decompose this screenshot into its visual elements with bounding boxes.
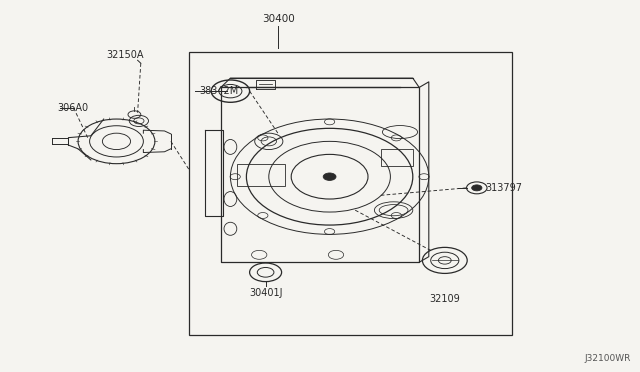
Text: 32109: 32109 xyxy=(429,294,460,304)
Text: 38342M: 38342M xyxy=(200,86,239,96)
Bar xyxy=(189,52,512,335)
Text: 313797: 313797 xyxy=(485,183,522,193)
Bar xyxy=(237,164,285,186)
Text: J32100WR: J32100WR xyxy=(584,354,630,363)
Text: 30400: 30400 xyxy=(262,14,295,24)
Bar xyxy=(381,149,413,166)
Text: 306A0: 306A0 xyxy=(58,103,89,113)
Circle shape xyxy=(472,185,482,191)
Text: 30401J: 30401J xyxy=(249,288,282,298)
Text: 32150A: 32150A xyxy=(106,49,143,60)
Circle shape xyxy=(323,173,336,180)
